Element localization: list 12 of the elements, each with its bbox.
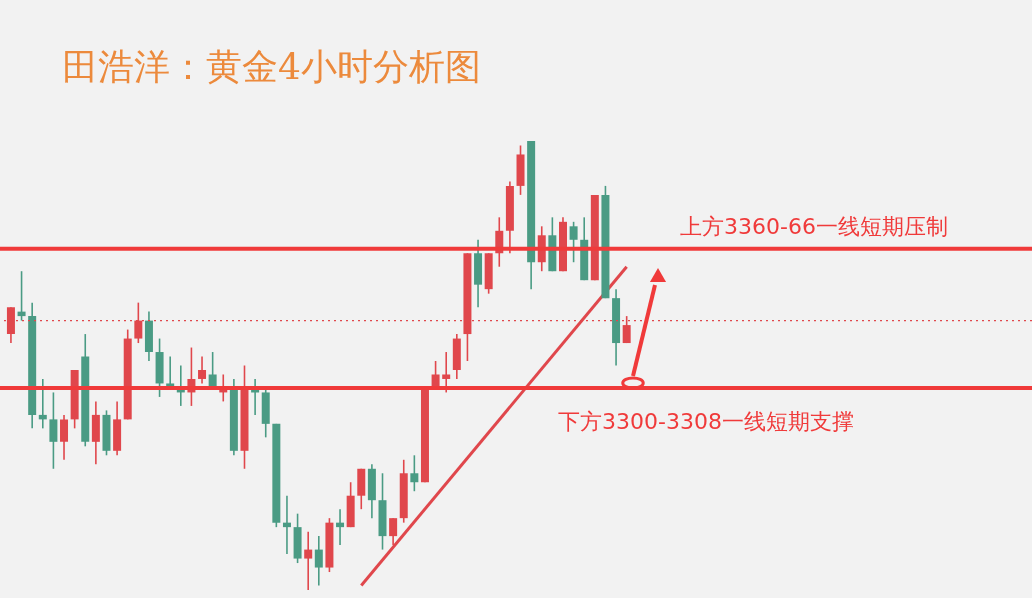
candlestick [60,414,69,461]
legend-label: 下方3300-3308一线短期支撑 [558,408,854,434]
candlestick [314,535,323,587]
candlestick [198,355,207,385]
candlestick [442,351,451,394]
candlestick [49,391,58,470]
candlestick [569,221,578,264]
ref-line-label: 上方3360-66一线短期压制 [680,213,948,239]
candlestick [410,454,419,493]
candlestick [304,530,313,591]
chart-title: 田浩洋：黄金4小时分析图 [62,46,481,87]
candlestick [389,517,398,546]
